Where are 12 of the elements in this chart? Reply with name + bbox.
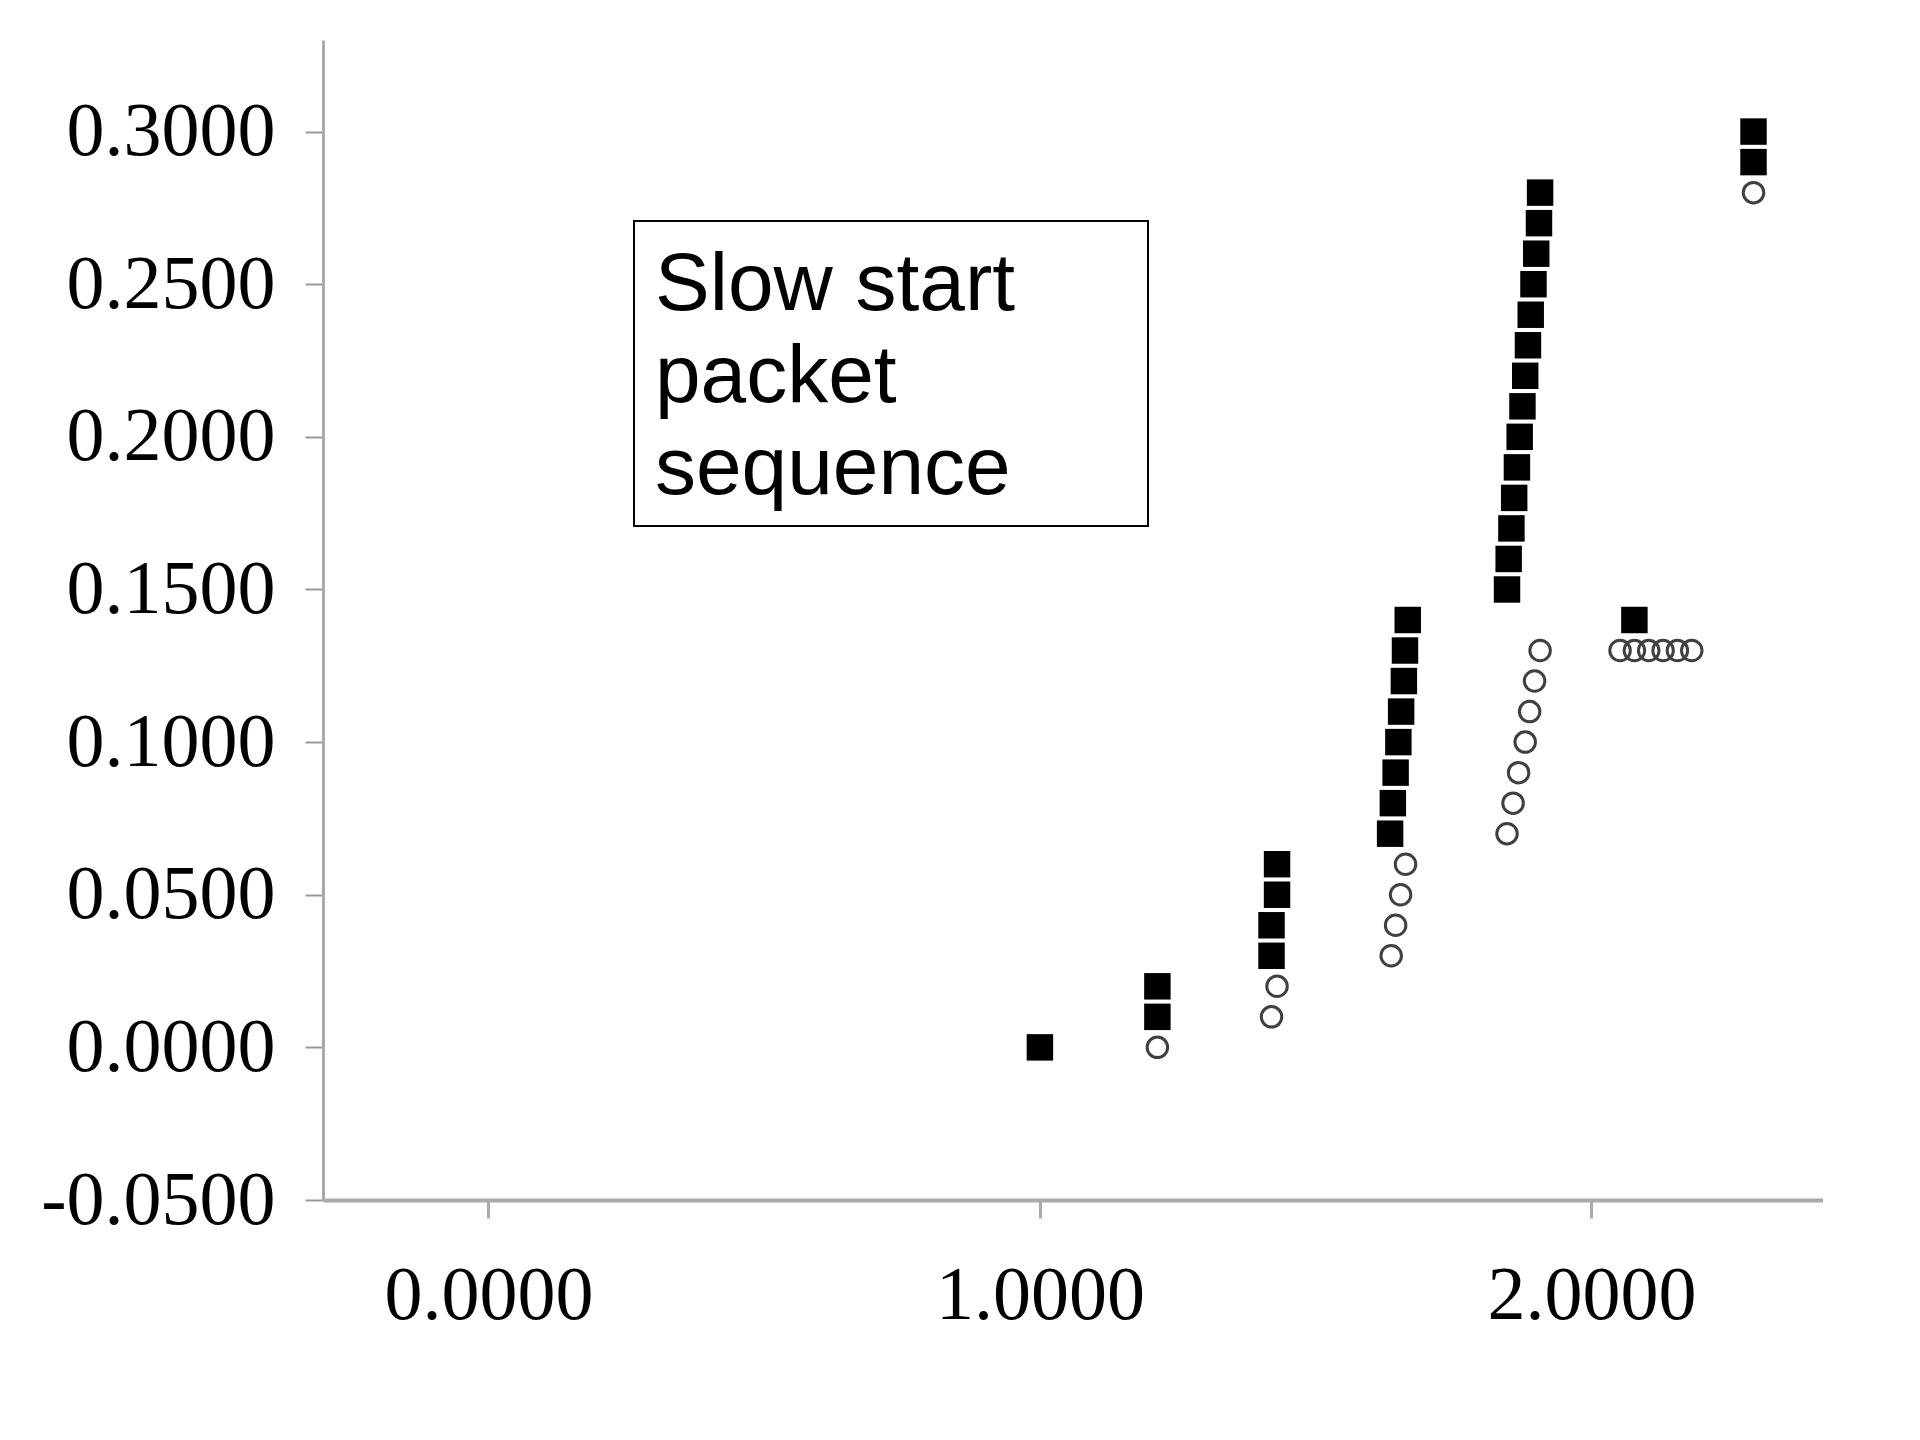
y-tick-label: 0.1000 bbox=[66, 697, 276, 782]
y-tick-label: 0.0000 bbox=[66, 1002, 276, 1087]
annotation: Slow start packet sequence bbox=[633, 220, 1149, 528]
x-tick-label: 0.0000 bbox=[384, 1250, 594, 1335]
y-tick-label: 0.0500 bbox=[66, 850, 276, 935]
y-tick-label: 0.1500 bbox=[66, 544, 276, 629]
y-tick-label: -0.0500 bbox=[41, 1155, 276, 1240]
y-tick-label: 0.2000 bbox=[66, 392, 276, 477]
x-tick-label: 1.0000 bbox=[935, 1250, 1145, 1335]
x-tick-label: 2.0000 bbox=[1487, 1250, 1697, 1335]
y-tick-label: 0.2500 bbox=[66, 239, 276, 324]
y-tick-label: 0.3000 bbox=[66, 87, 276, 172]
